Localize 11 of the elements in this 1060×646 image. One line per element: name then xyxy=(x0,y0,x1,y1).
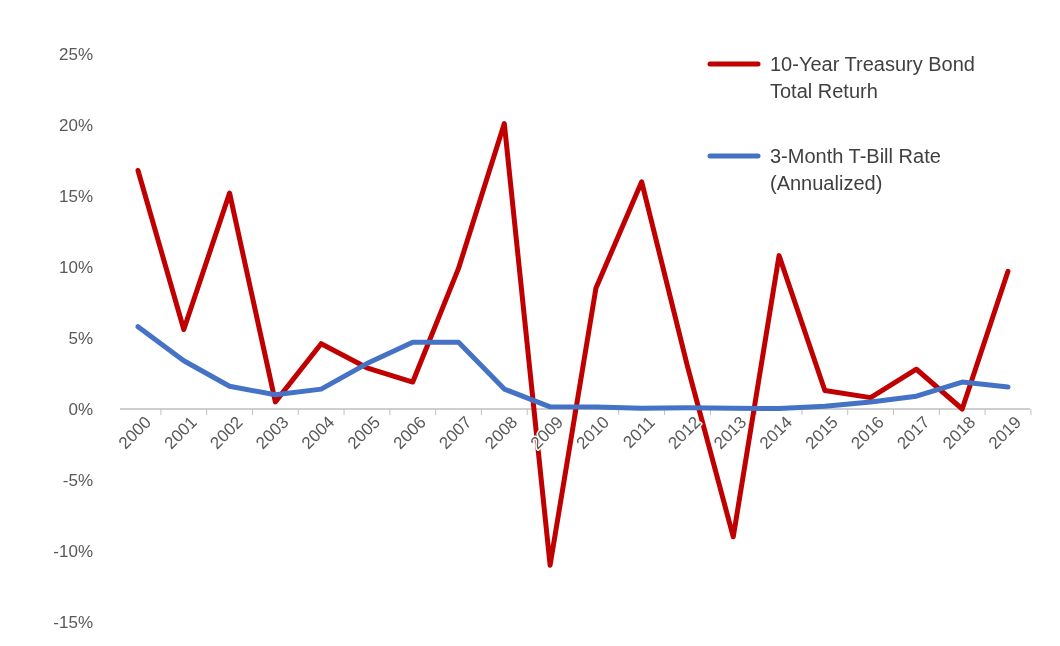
y-tick-label: 15% xyxy=(58,186,93,206)
y-tick-label: -10% xyxy=(53,541,93,561)
y-tick-label: 25% xyxy=(58,44,93,64)
y-tick-label: -5% xyxy=(62,470,93,490)
y-tick-label: 10% xyxy=(58,257,93,277)
y-tick-label: 0% xyxy=(68,399,93,419)
y-tick-label: 20% xyxy=(58,115,93,135)
y-tick-label: -15% xyxy=(53,612,93,632)
legend-label: 3-Month T-Bill Rate (Annualized) xyxy=(770,145,941,194)
y-tick-label: 5% xyxy=(68,328,93,348)
legend-label: 10-Year Treasury Bond Total Returh xyxy=(770,53,975,102)
